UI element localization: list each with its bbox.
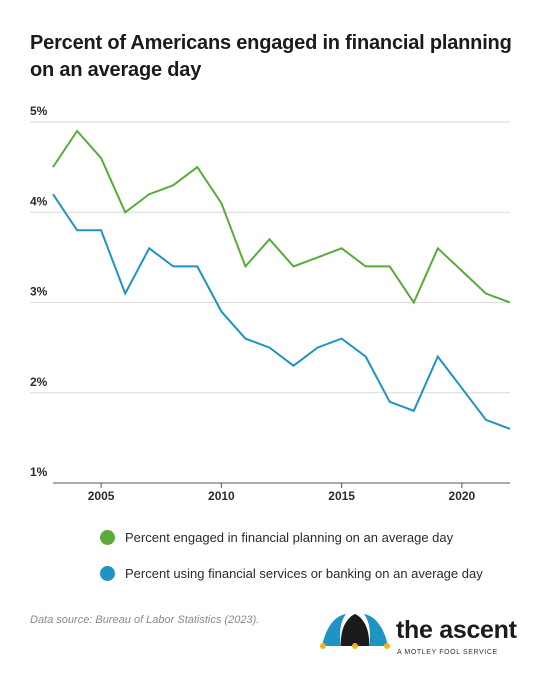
chart-legend: Percent engaged in financial planning on… (100, 527, 530, 599)
jester-hat-icon (320, 614, 390, 649)
x-tick-label: 2020 (449, 489, 476, 503)
logo-wordmark: the ascent (396, 616, 517, 644)
legend-swatch-banking (100, 565, 115, 581)
legend-label-banking: Percent using financial services or bank… (125, 565, 483, 581)
series-line-banking (52, 193, 511, 430)
logo-tagline: A MOTLEY FOOL SERVICE (397, 649, 498, 656)
legend-item-banking: Percent using financial services or bank… (100, 563, 530, 583)
data-source-note: Data source: Bureau of Labor Statistics … (30, 614, 260, 626)
y-tick-label: 5% (30, 104, 48, 118)
line-chart: 5% 4% 3% 2% 1% 2005 2010 2015 2020 (30, 104, 511, 503)
y-tick-label: 4% (30, 194, 48, 208)
x-tick-label: 2015 (328, 489, 355, 503)
y-tick-label: 3% (30, 285, 48, 299)
chart-title: Percent of Americans engaged in financia… (30, 32, 512, 81)
x-tick-label: 2010 (208, 489, 235, 503)
series-line-planning (52, 129, 511, 305)
legend-label-planning: Percent engaged in financial planning on… (125, 529, 454, 545)
legend-swatch-planning (100, 529, 115, 545)
x-tick-label: 2005 (88, 489, 115, 503)
y-tick-label: 1% (30, 465, 48, 479)
legend-item-planning: Percent engaged in financial planning on… (100, 527, 530, 547)
the-ascent-logo: the ascent A MOTLEY FOOL SERVICE (320, 608, 530, 660)
y-tick-label: 2% (30, 375, 48, 389)
